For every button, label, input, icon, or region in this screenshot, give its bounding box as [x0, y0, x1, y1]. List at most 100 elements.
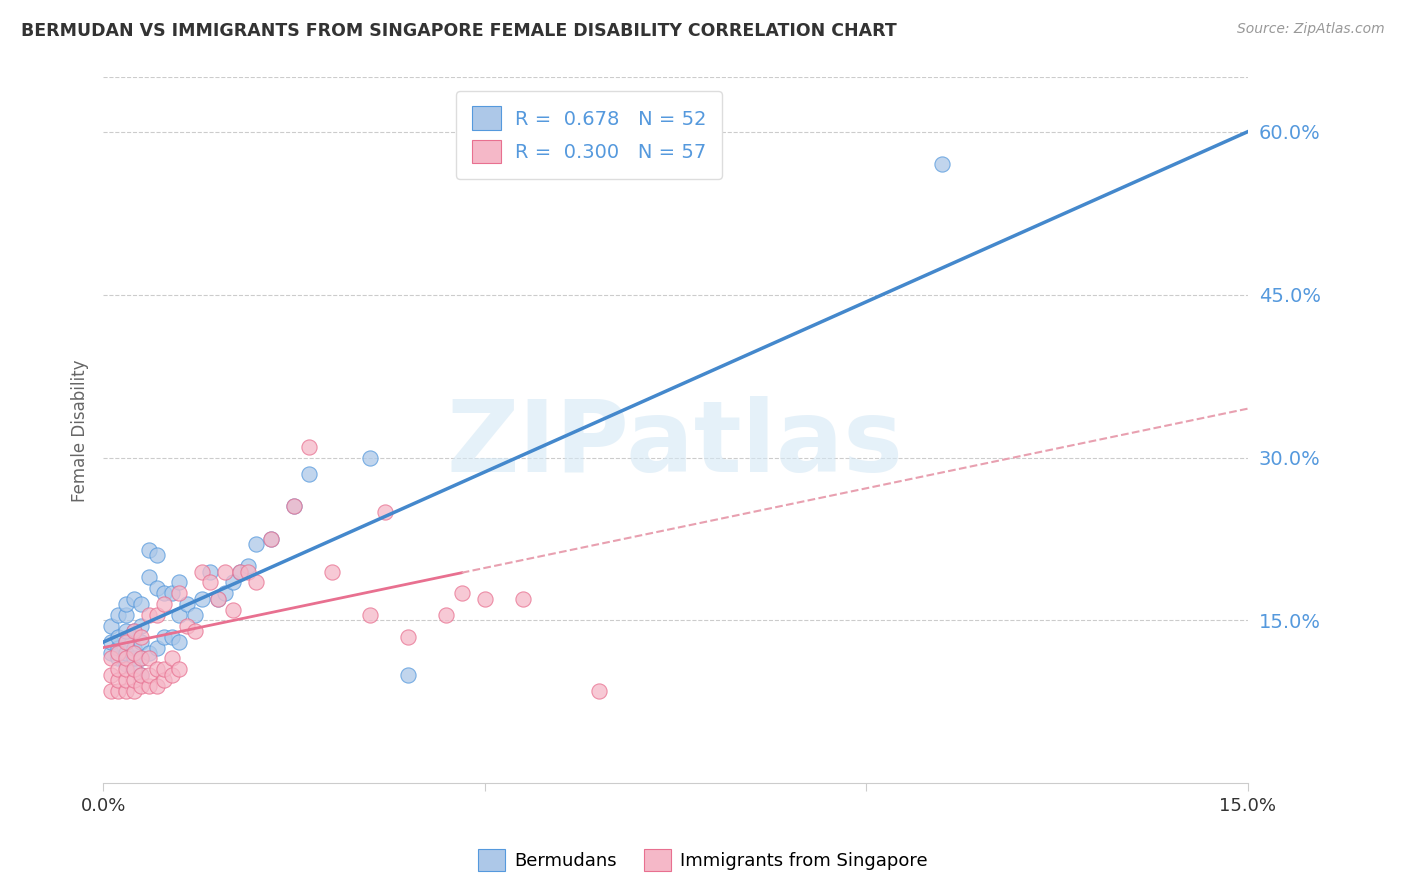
Point	[160, 667, 183, 681]
Point	[283, 500, 305, 514]
Point	[153, 662, 176, 676]
Point	[191, 565, 214, 579]
Point	[115, 635, 138, 649]
Point	[169, 586, 191, 600]
Text: ZIPatlas: ZIPatlas	[447, 396, 904, 493]
Point	[222, 575, 245, 590]
Point	[153, 673, 176, 688]
Point	[122, 646, 145, 660]
Point	[129, 597, 152, 611]
Point	[129, 635, 152, 649]
Point	[236, 559, 259, 574]
Point	[153, 630, 176, 644]
Point	[176, 597, 198, 611]
Point	[145, 679, 167, 693]
Point	[115, 607, 138, 622]
Point	[129, 667, 152, 681]
Point	[122, 684, 145, 698]
Point	[115, 646, 138, 660]
Point	[283, 500, 305, 514]
Point	[160, 586, 183, 600]
Point	[207, 591, 229, 606]
Point	[145, 607, 167, 622]
Point	[160, 651, 183, 665]
Point	[450, 586, 472, 600]
Point	[122, 662, 145, 676]
Point	[122, 640, 145, 655]
Point	[169, 607, 191, 622]
Point	[129, 630, 152, 644]
Point	[107, 607, 129, 622]
Point	[359, 450, 381, 465]
Point	[183, 607, 205, 622]
Point	[122, 624, 145, 639]
Point	[122, 591, 145, 606]
Point	[588, 684, 610, 698]
Point	[298, 440, 321, 454]
Point	[138, 651, 160, 665]
Point	[129, 651, 152, 665]
Point	[122, 673, 145, 688]
Point	[129, 651, 152, 665]
Point	[236, 565, 259, 579]
Point	[359, 607, 381, 622]
Point	[138, 646, 160, 660]
Y-axis label: Female Disability: Female Disability	[72, 359, 89, 501]
Point	[183, 624, 205, 639]
Point	[169, 575, 191, 590]
Point	[138, 607, 160, 622]
Point	[245, 575, 267, 590]
Point	[115, 684, 138, 698]
Point	[145, 549, 167, 563]
Point	[260, 532, 283, 546]
Point	[129, 679, 152, 693]
Point	[298, 467, 321, 481]
Point	[107, 673, 129, 688]
Point	[931, 157, 953, 171]
Point	[396, 667, 419, 681]
Point	[169, 635, 191, 649]
Point	[107, 646, 129, 660]
Point	[245, 537, 267, 551]
Point	[122, 651, 145, 665]
Point	[100, 667, 122, 681]
Point	[198, 575, 221, 590]
Point	[100, 651, 122, 665]
Point	[115, 635, 138, 649]
Point	[122, 662, 145, 676]
Point	[191, 591, 214, 606]
Point	[512, 591, 534, 606]
Point	[115, 624, 138, 639]
Point	[176, 619, 198, 633]
Point	[107, 651, 129, 665]
Point	[138, 679, 160, 693]
Point	[107, 640, 129, 655]
Point	[115, 673, 138, 688]
Point	[169, 662, 191, 676]
Point	[138, 570, 160, 584]
Point	[145, 581, 167, 595]
Point	[115, 662, 138, 676]
Point	[198, 565, 221, 579]
Point	[153, 597, 176, 611]
Point	[100, 635, 122, 649]
Point	[100, 684, 122, 698]
Point	[153, 586, 176, 600]
Point	[129, 667, 152, 681]
Text: BERMUDAN VS IMMIGRANTS FROM SINGAPORE FEMALE DISABILITY CORRELATION CHART: BERMUDAN VS IMMIGRANTS FROM SINGAPORE FE…	[21, 22, 897, 40]
Text: Source: ZipAtlas.com: Source: ZipAtlas.com	[1237, 22, 1385, 37]
Point	[222, 602, 245, 616]
Point	[396, 630, 419, 644]
Point	[145, 640, 167, 655]
Point	[107, 630, 129, 644]
Point	[115, 651, 138, 665]
Point	[321, 565, 343, 579]
Point	[145, 662, 167, 676]
Point	[115, 657, 138, 671]
Point	[207, 591, 229, 606]
Point	[260, 532, 283, 546]
Point	[214, 586, 236, 600]
Point	[138, 667, 160, 681]
Point	[436, 607, 458, 622]
Legend: R =  0.678   N = 52, R =  0.300   N = 57: R = 0.678 N = 52, R = 0.300 N = 57	[456, 91, 721, 179]
